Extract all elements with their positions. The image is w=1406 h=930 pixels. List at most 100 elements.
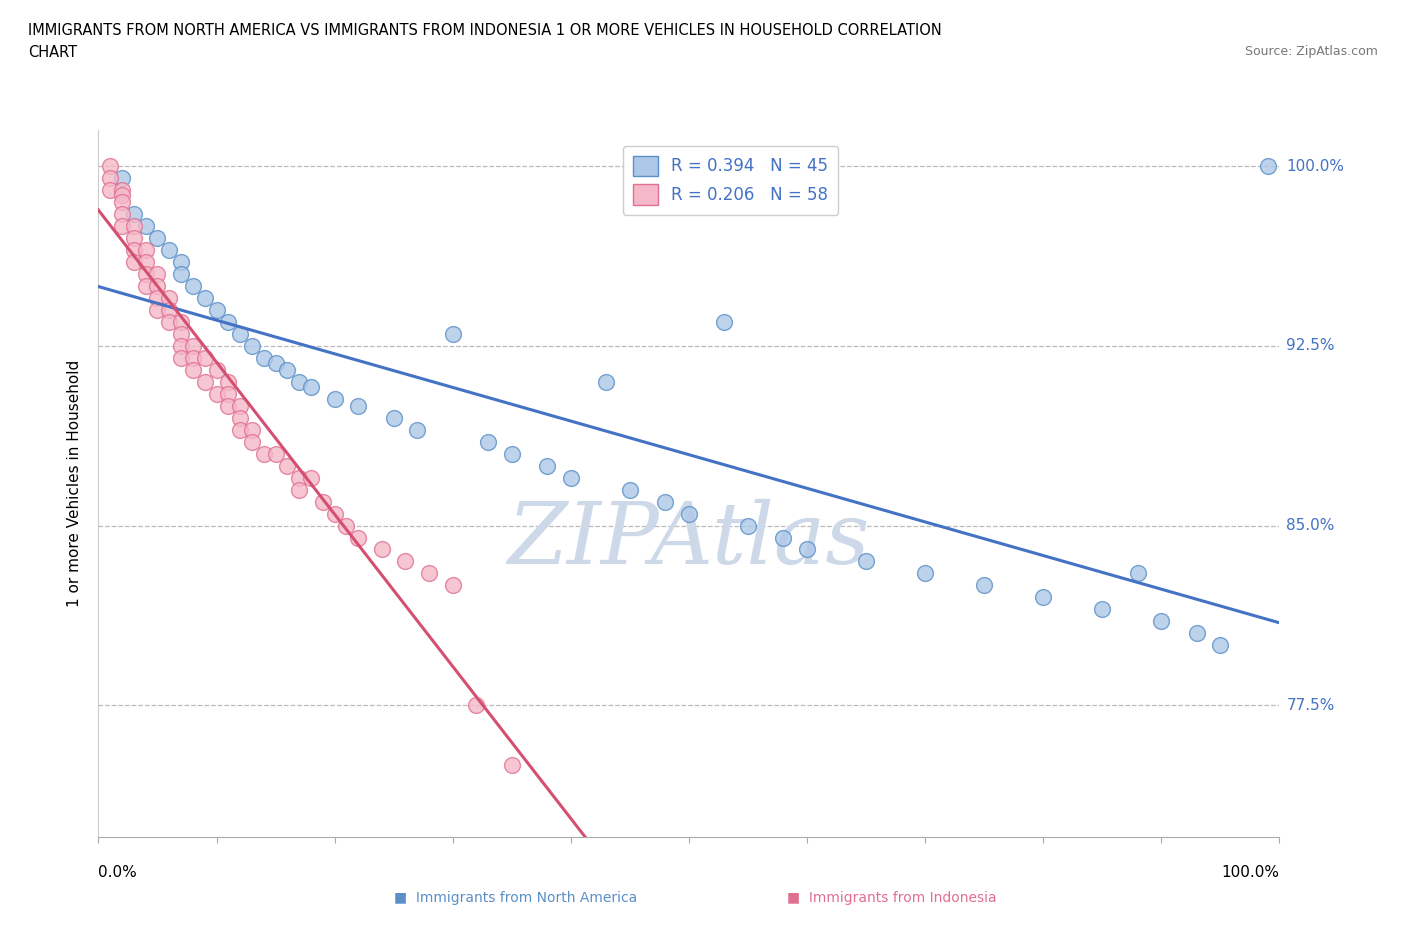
Point bbox=[217, 375, 239, 390]
Point bbox=[135, 267, 157, 282]
Point bbox=[595, 375, 617, 390]
Point bbox=[737, 518, 759, 533]
Point bbox=[394, 554, 416, 569]
Point bbox=[264, 446, 287, 461]
Point bbox=[111, 219, 134, 233]
Point bbox=[181, 363, 204, 378]
Text: ■  Immigrants from North America: ■ Immigrants from North America bbox=[394, 891, 637, 905]
Point bbox=[157, 290, 180, 305]
Point bbox=[122, 219, 145, 233]
Point bbox=[170, 267, 193, 282]
Point bbox=[111, 194, 134, 209]
Point bbox=[288, 471, 311, 485]
Point bbox=[240, 422, 263, 437]
Point bbox=[371, 542, 394, 557]
Point bbox=[98, 159, 121, 174]
Point bbox=[323, 506, 346, 521]
Text: IMMIGRANTS FROM NORTH AMERICA VS IMMIGRANTS FROM INDONESIA 1 OR MORE VEHICLES IN: IMMIGRANTS FROM NORTH AMERICA VS IMMIGRA… bbox=[28, 23, 942, 38]
Point bbox=[98, 182, 121, 197]
Point bbox=[217, 386, 239, 401]
Legend: R = 0.394   N = 45, R = 0.206   N = 58: R = 0.394 N = 45, R = 0.206 N = 58 bbox=[623, 146, 838, 215]
Point bbox=[229, 422, 252, 437]
Point bbox=[135, 243, 157, 258]
Point bbox=[240, 434, 263, 449]
Point bbox=[253, 446, 276, 461]
Point bbox=[654, 494, 676, 509]
Y-axis label: 1 or more Vehicles in Household: 1 or more Vehicles in Household bbox=[67, 360, 83, 607]
Point bbox=[217, 314, 239, 329]
Text: 92.5%: 92.5% bbox=[1286, 339, 1334, 353]
Point bbox=[181, 351, 204, 365]
Point bbox=[229, 410, 252, 425]
Text: 0.0%: 0.0% bbox=[98, 865, 138, 880]
Text: 85.0%: 85.0% bbox=[1286, 518, 1334, 533]
Point bbox=[1185, 626, 1208, 641]
Point bbox=[135, 219, 157, 233]
Point bbox=[276, 458, 298, 473]
Point bbox=[465, 698, 488, 712]
Point bbox=[323, 392, 346, 406]
Point bbox=[914, 566, 936, 581]
Point bbox=[1209, 638, 1232, 653]
Point bbox=[253, 351, 276, 365]
Point bbox=[170, 314, 193, 329]
Text: 100.0%: 100.0% bbox=[1286, 159, 1344, 174]
Point bbox=[170, 339, 193, 353]
Point bbox=[973, 578, 995, 592]
Text: CHART: CHART bbox=[28, 45, 77, 60]
Point bbox=[122, 231, 145, 246]
Point bbox=[501, 446, 523, 461]
Point bbox=[1150, 614, 1173, 629]
Point bbox=[276, 363, 298, 378]
Point bbox=[170, 326, 193, 341]
Point bbox=[111, 188, 134, 203]
Point bbox=[135, 278, 157, 293]
Point bbox=[382, 410, 405, 425]
Text: Source: ZipAtlas.com: Source: ZipAtlas.com bbox=[1244, 45, 1378, 58]
Point bbox=[146, 278, 169, 293]
Point bbox=[157, 302, 180, 317]
Point bbox=[135, 255, 157, 270]
Point bbox=[299, 379, 322, 394]
Point bbox=[170, 351, 193, 365]
Point bbox=[418, 566, 440, 581]
Point bbox=[111, 182, 134, 197]
Text: ■  Immigrants from Indonesia: ■ Immigrants from Indonesia bbox=[787, 891, 997, 905]
Point bbox=[560, 471, 582, 485]
Point bbox=[217, 398, 239, 413]
Point bbox=[229, 398, 252, 413]
Point bbox=[157, 314, 180, 329]
Point bbox=[181, 278, 204, 293]
Point bbox=[1032, 590, 1054, 604]
Text: 77.5%: 77.5% bbox=[1286, 698, 1334, 712]
Point bbox=[796, 542, 818, 557]
Point bbox=[146, 231, 169, 246]
Point bbox=[111, 171, 134, 186]
Point bbox=[713, 314, 735, 329]
Point bbox=[194, 290, 217, 305]
Point bbox=[477, 434, 499, 449]
Text: ZIPAtlas: ZIPAtlas bbox=[508, 498, 870, 581]
Point bbox=[111, 206, 134, 221]
Point bbox=[194, 375, 217, 390]
Text: 100.0%: 100.0% bbox=[1222, 865, 1279, 880]
Point bbox=[406, 422, 429, 437]
Point bbox=[1091, 602, 1114, 617]
Point bbox=[146, 290, 169, 305]
Point bbox=[299, 471, 322, 485]
Point bbox=[205, 386, 228, 401]
Point bbox=[619, 482, 641, 497]
Point bbox=[347, 398, 370, 413]
Point bbox=[441, 326, 464, 341]
Point bbox=[855, 554, 877, 569]
Point bbox=[240, 339, 263, 353]
Point bbox=[678, 506, 700, 521]
Point bbox=[1126, 566, 1149, 581]
Point bbox=[122, 255, 145, 270]
Point bbox=[181, 339, 204, 353]
Point bbox=[536, 458, 558, 473]
Point bbox=[441, 578, 464, 592]
Point bbox=[288, 482, 311, 497]
Point bbox=[205, 363, 228, 378]
Point bbox=[205, 302, 228, 317]
